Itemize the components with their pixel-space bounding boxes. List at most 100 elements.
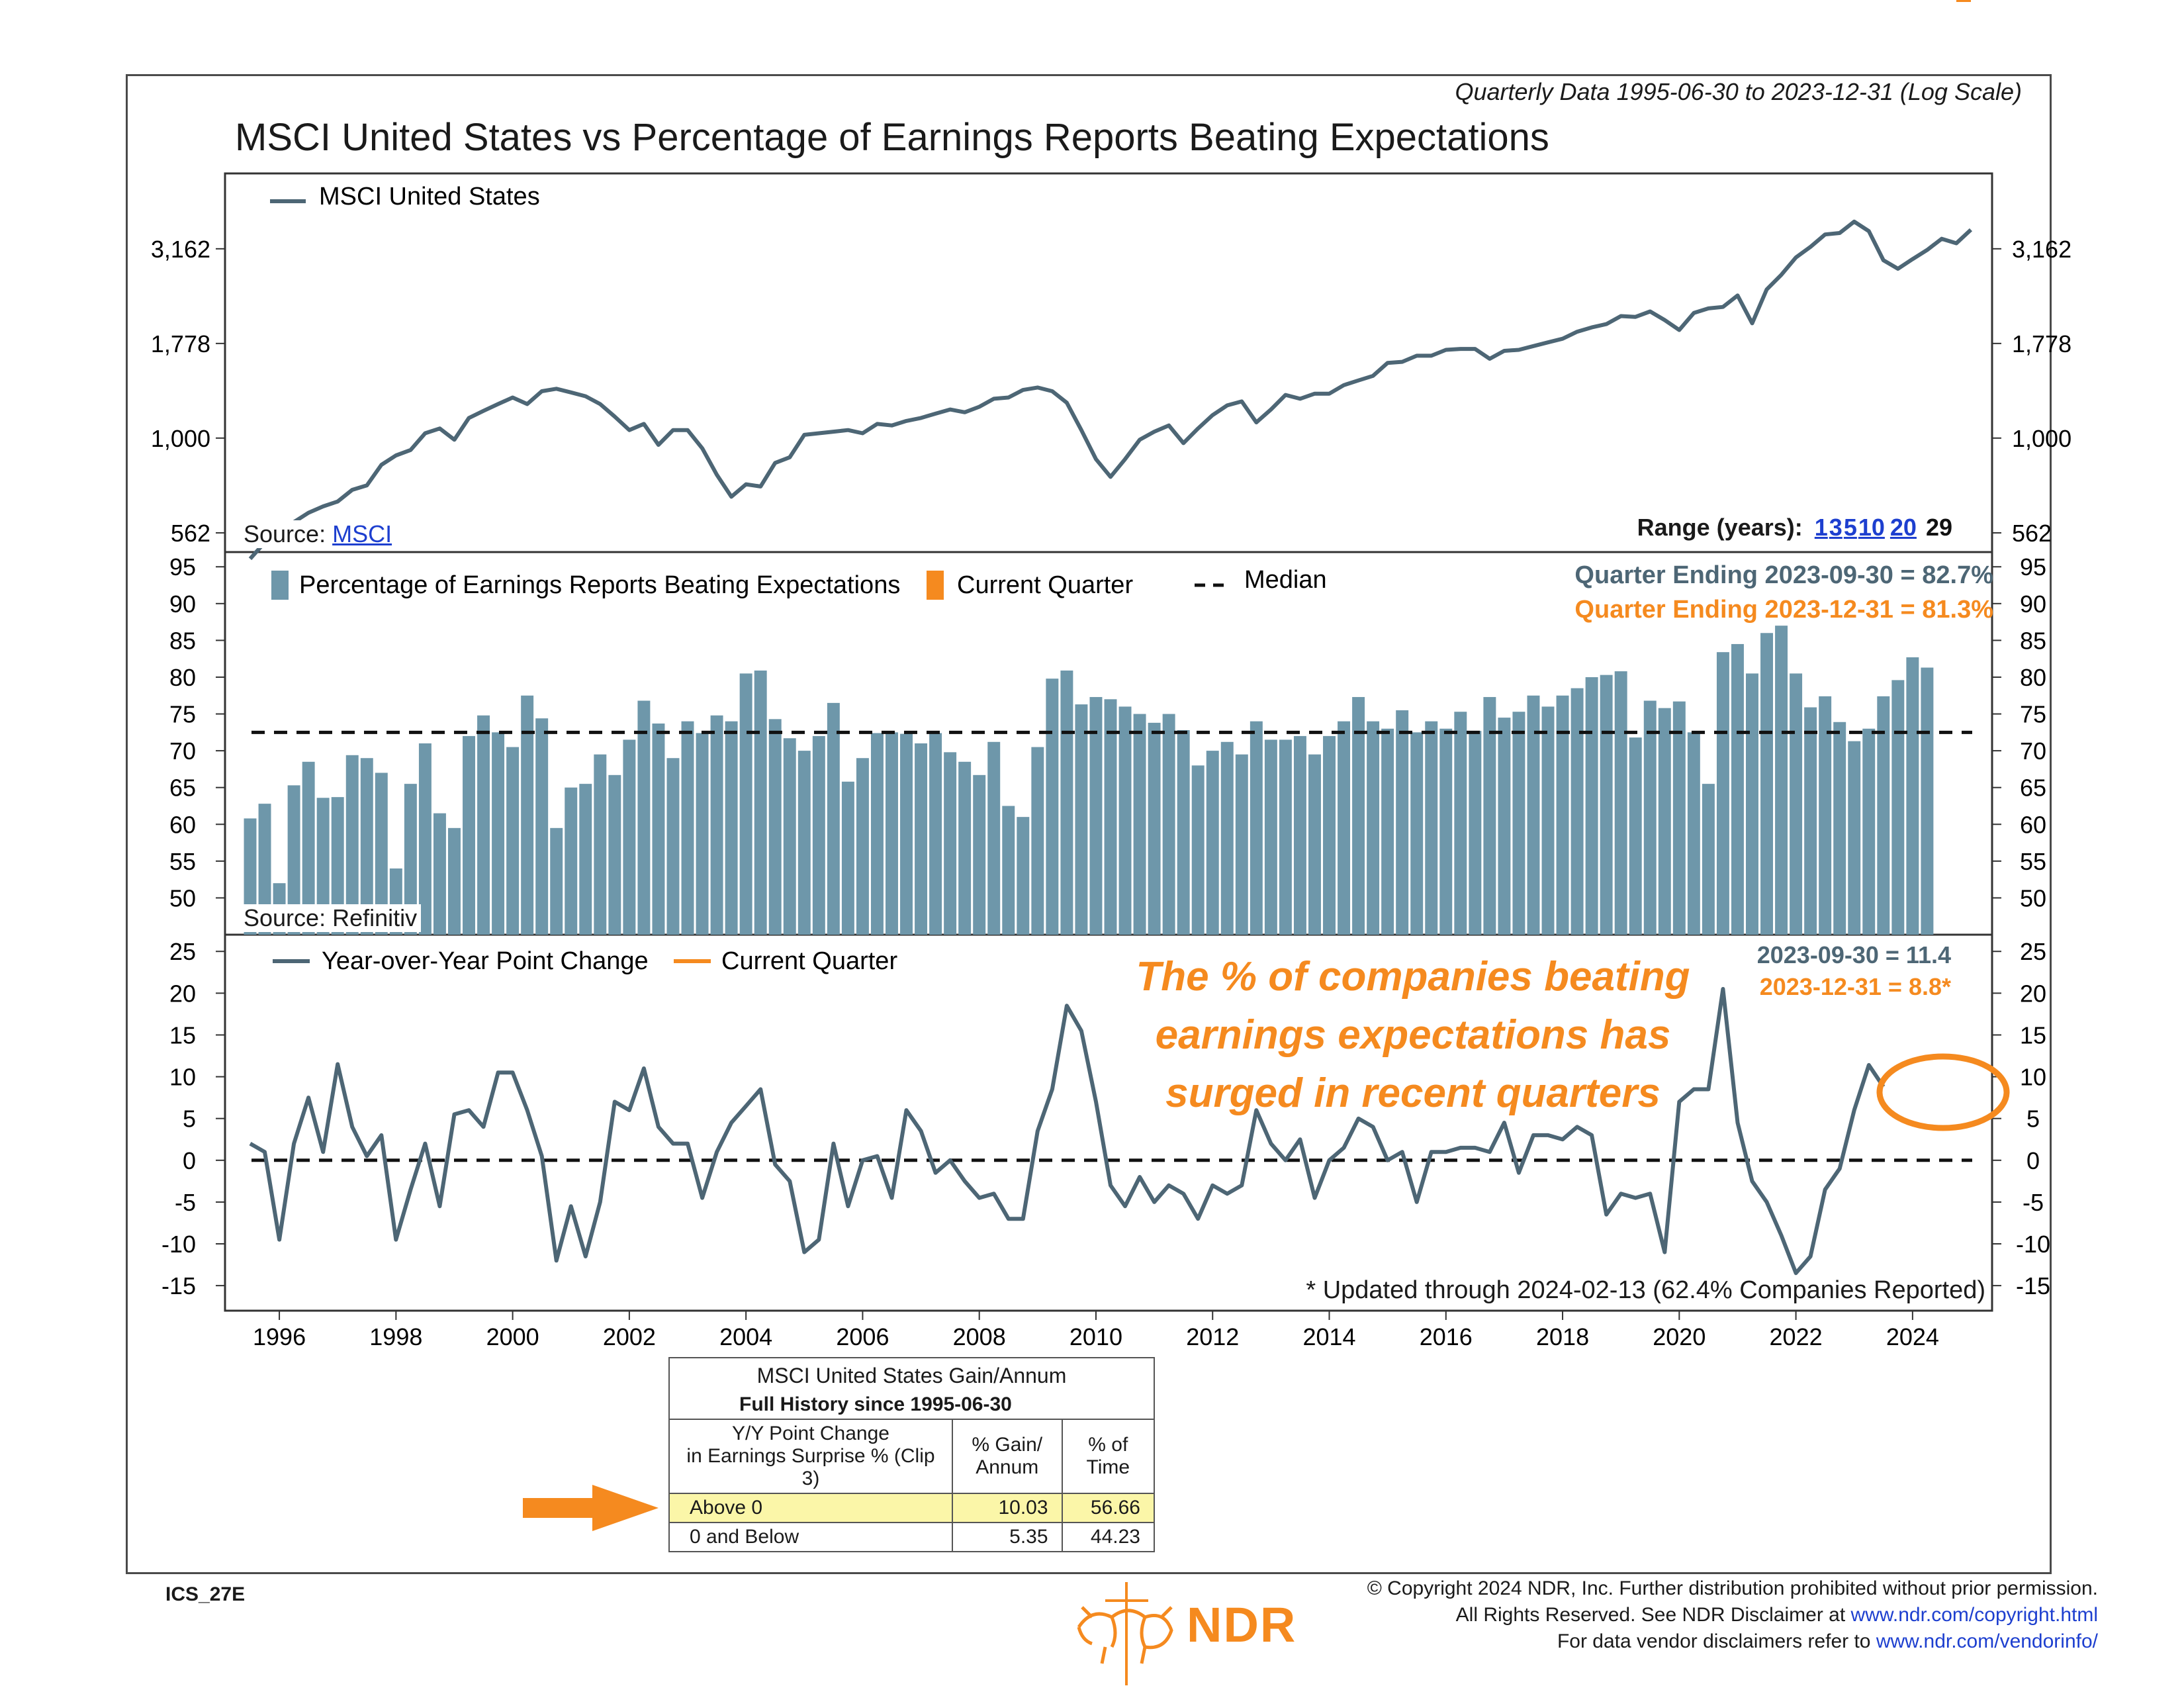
range-10-link[interactable]: 10 <box>1858 514 1885 541</box>
bar <box>1658 708 1671 935</box>
bar <box>739 673 752 935</box>
y-tick-label: 60 <box>169 811 196 838</box>
x-tick-label: 2006 <box>836 1323 889 1350</box>
bar <box>1862 728 1876 935</box>
x-tick-label: 2016 <box>1420 1323 1473 1350</box>
bar <box>521 695 534 935</box>
range-3-link[interactable]: 3 <box>1829 514 1843 541</box>
x-tick-label: 2010 <box>1069 1323 1122 1350</box>
bar <box>1220 741 1234 935</box>
bar <box>608 774 621 935</box>
copyright-line3-text: For data vendor disclaimers refer to <box>1557 1630 1876 1652</box>
x-tick-label: 2022 <box>1770 1323 1823 1350</box>
y-tick-label: 0 <box>183 1147 196 1174</box>
bar <box>1687 732 1700 935</box>
source-label: Source: <box>244 520 333 547</box>
bar <box>1469 731 1482 935</box>
bar <box>1293 735 1306 935</box>
bar <box>1483 696 1496 935</box>
bar <box>1235 754 1248 935</box>
row-gain: 5.35 <box>952 1522 1063 1552</box>
row-time: 44.23 <box>1061 1522 1156 1552</box>
vendor-info-link[interactable]: www.ndr.com/vendorinfo/ <box>1876 1630 2098 1652</box>
copyright-block: © Copyright 2024 NDR, Inc. Further distr… <box>1367 1575 2098 1655</box>
bar <box>565 787 578 935</box>
bar <box>1775 626 1788 935</box>
bull-bear-logo-icon <box>1077 1582 1173 1685</box>
bar <box>1716 652 1729 935</box>
bar <box>1833 722 1846 935</box>
bar <box>1921 667 1934 935</box>
stats-col3-header: % of Time <box>1061 1419 1156 1494</box>
range-5-link[interactable]: 5 <box>1843 514 1857 541</box>
bar <box>433 813 446 935</box>
y-tick-label: 1,000 <box>151 425 210 452</box>
chart-frame <box>126 74 2052 1574</box>
bar <box>506 747 520 935</box>
copyright-link[interactable]: www.ndr.com/copyright.html <box>1850 1604 2098 1626</box>
bar <box>1191 765 1205 935</box>
stat-q4-bar: Quarter Ending 2023-12-31 = 81.3% <box>1574 596 1993 624</box>
bar <box>331 797 344 935</box>
bar <box>827 702 840 935</box>
bar <box>345 755 359 935</box>
bar <box>929 733 942 935</box>
stats-col2-header: % Gain/ Annum <box>952 1419 1063 1494</box>
legend-msci-label: MSCI United States <box>319 183 540 211</box>
stats-subtitle: Full History since 1995-06-30 <box>668 1391 1155 1420</box>
bar <box>783 738 796 935</box>
bar <box>1512 712 1525 935</box>
bar <box>754 670 767 935</box>
bar <box>1891 680 1905 935</box>
y-tick-label: 20 <box>169 980 196 1007</box>
y-tick-label: 85 <box>2020 627 2046 654</box>
bar <box>841 781 854 935</box>
stats-col1-header: Y/Y Point Change in Earnings Surprise % … <box>668 1419 953 1494</box>
y-tick-label: 90 <box>2020 590 2046 618</box>
bar <box>1498 718 1511 935</box>
range-1-link[interactable]: 1 <box>1814 514 1828 541</box>
bar <box>594 754 607 935</box>
bar <box>418 743 432 935</box>
bar <box>856 758 869 935</box>
bar <box>287 785 300 935</box>
panel-border-1 <box>224 172 1993 553</box>
bar <box>1323 735 1336 935</box>
bar <box>1279 739 1292 935</box>
y-tick-label: -5 <box>175 1189 196 1216</box>
x-tick-label: 2012 <box>1186 1323 1239 1350</box>
bar <box>696 733 709 935</box>
bar <box>448 827 461 935</box>
range-label: Range (years): <box>1637 514 1803 541</box>
x-tick-label: 2014 <box>1302 1323 1355 1350</box>
bar <box>1060 670 1073 935</box>
bar <box>1702 784 1715 935</box>
y-tick-label: 50 <box>2020 884 2046 912</box>
bar <box>1570 688 1584 935</box>
y-tick-label: 1,778 <box>2012 330 2071 357</box>
bar <box>1338 721 1351 935</box>
bar <box>1046 679 1059 935</box>
msci-source-link[interactable]: MSCI <box>332 520 392 547</box>
bar <box>1454 712 1467 935</box>
highlight-circle <box>1876 1053 2010 1131</box>
bar <box>1790 673 1803 935</box>
bar <box>1877 696 1890 935</box>
bar <box>302 761 315 935</box>
range-selector: Range (years): 13510 20 29 <box>1637 514 1952 541</box>
bar <box>1848 741 1861 935</box>
y-tick-label: -15 <box>161 1272 196 1299</box>
bar <box>1614 671 1627 935</box>
bar <box>1556 695 1569 935</box>
bar <box>886 732 898 935</box>
bar <box>1672 701 1686 935</box>
legend-yoy-current-label: Current Quarter <box>721 947 897 975</box>
bar <box>1133 714 1146 935</box>
range-20-link[interactable]: 20 <box>1889 514 1917 541</box>
chart-title: MSCI United States vs Percentage of Earn… <box>235 116 1549 159</box>
bar <box>987 741 1001 935</box>
y-tick-label: 0 <box>2026 1147 2040 1174</box>
y-tick-label: -15 <box>2016 1272 2050 1299</box>
bar <box>797 751 811 935</box>
